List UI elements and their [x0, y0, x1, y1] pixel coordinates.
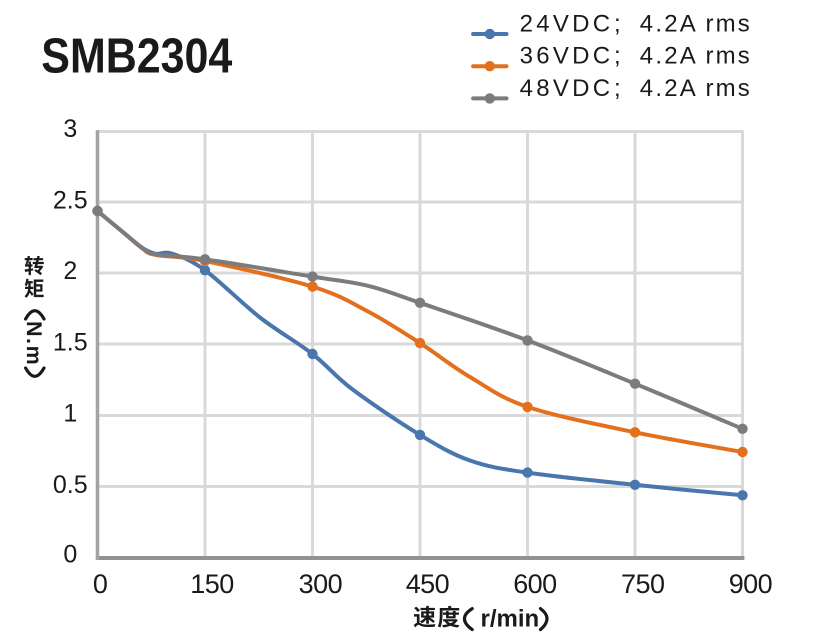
svg-text:0: 0	[63, 541, 77, 569]
svg-text:150: 150	[190, 569, 234, 599]
svg-text:2.5: 2.5	[53, 187, 88, 215]
svg-text:;: ;	[614, 11, 621, 38]
svg-text:750: 750	[621, 569, 665, 599]
svg-text:3: 3	[63, 115, 77, 143]
svg-text:1.5: 1.5	[53, 328, 88, 356]
svg-text:2: 2	[63, 257, 77, 285]
svg-text:300: 300	[299, 569, 343, 599]
svg-text:1: 1	[63, 399, 77, 427]
svg-text:600: 600	[513, 569, 557, 599]
svg-text:;: ;	[614, 75, 621, 102]
svg-text:r/min: r/min	[481, 606, 540, 633]
svg-text:0.5: 0.5	[53, 471, 88, 499]
svg-text:;: ;	[614, 43, 621, 70]
svg-text:900: 900	[729, 569, 773, 599]
svg-text:SMB2304: SMB2304	[41, 28, 232, 84]
svg-text:0: 0	[93, 569, 108, 599]
svg-text:450: 450	[406, 569, 450, 599]
